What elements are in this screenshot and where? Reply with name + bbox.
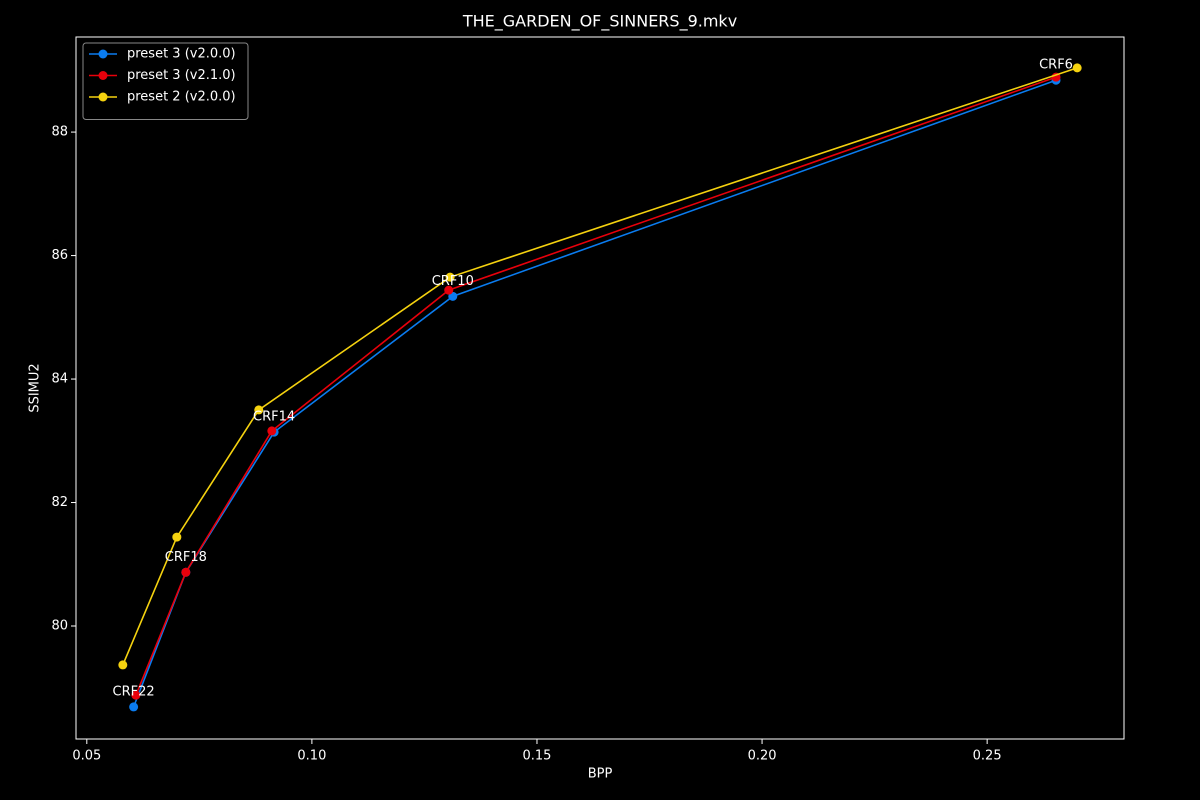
legend-marker — [98, 71, 108, 80]
y-tick-label: 88 — [51, 125, 68, 140]
chart-title: THE_GARDEN_OF_SINNERS_9.mkv — [462, 12, 737, 32]
y-tick-label: 80 — [51, 619, 68, 634]
x-tick-label: 0.25 — [973, 749, 1002, 764]
legend-label: preset 2 (v2.0.0) — [127, 90, 236, 105]
data-point — [129, 702, 139, 712]
data-point — [118, 660, 128, 670]
x-tick-label: 0.10 — [297, 749, 326, 764]
data-point — [1072, 63, 1082, 73]
data-point — [181, 567, 191, 577]
point-label: CRF22 — [113, 684, 155, 699]
data-point — [254, 405, 264, 415]
data-point — [267, 426, 277, 436]
legend-marker — [98, 49, 108, 59]
point-label: CRF14 — [253, 410, 295, 425]
point-label: CRF10 — [432, 274, 474, 289]
data-point — [445, 272, 455, 282]
x-tick-label: 0.20 — [748, 749, 777, 764]
y-tick-label: 84 — [51, 372, 68, 387]
x-tick-label: 0.15 — [522, 749, 551, 764]
point-label: CRF18 — [165, 550, 207, 565]
x-axis-label: BPP — [588, 767, 613, 782]
y-tick-label: 82 — [51, 495, 68, 510]
legend-box — [82, 42, 249, 120]
legend-marker — [98, 92, 108, 102]
point-label: CRF6 — [1039, 58, 1073, 73]
data-point — [172, 532, 182, 542]
legend-label: preset 3 (v2.1.0) — [127, 68, 236, 83]
y-axis-label: SSIMU2 — [28, 363, 43, 412]
legend-label: preset 3 (v2.0.0) — [127, 47, 236, 62]
data-point — [444, 285, 454, 295]
data-point — [131, 690, 141, 700]
x-tick-label: 0.05 — [72, 749, 101, 764]
plot-frame — [75, 36, 1125, 740]
y-tick-label: 86 — [51, 248, 68, 263]
